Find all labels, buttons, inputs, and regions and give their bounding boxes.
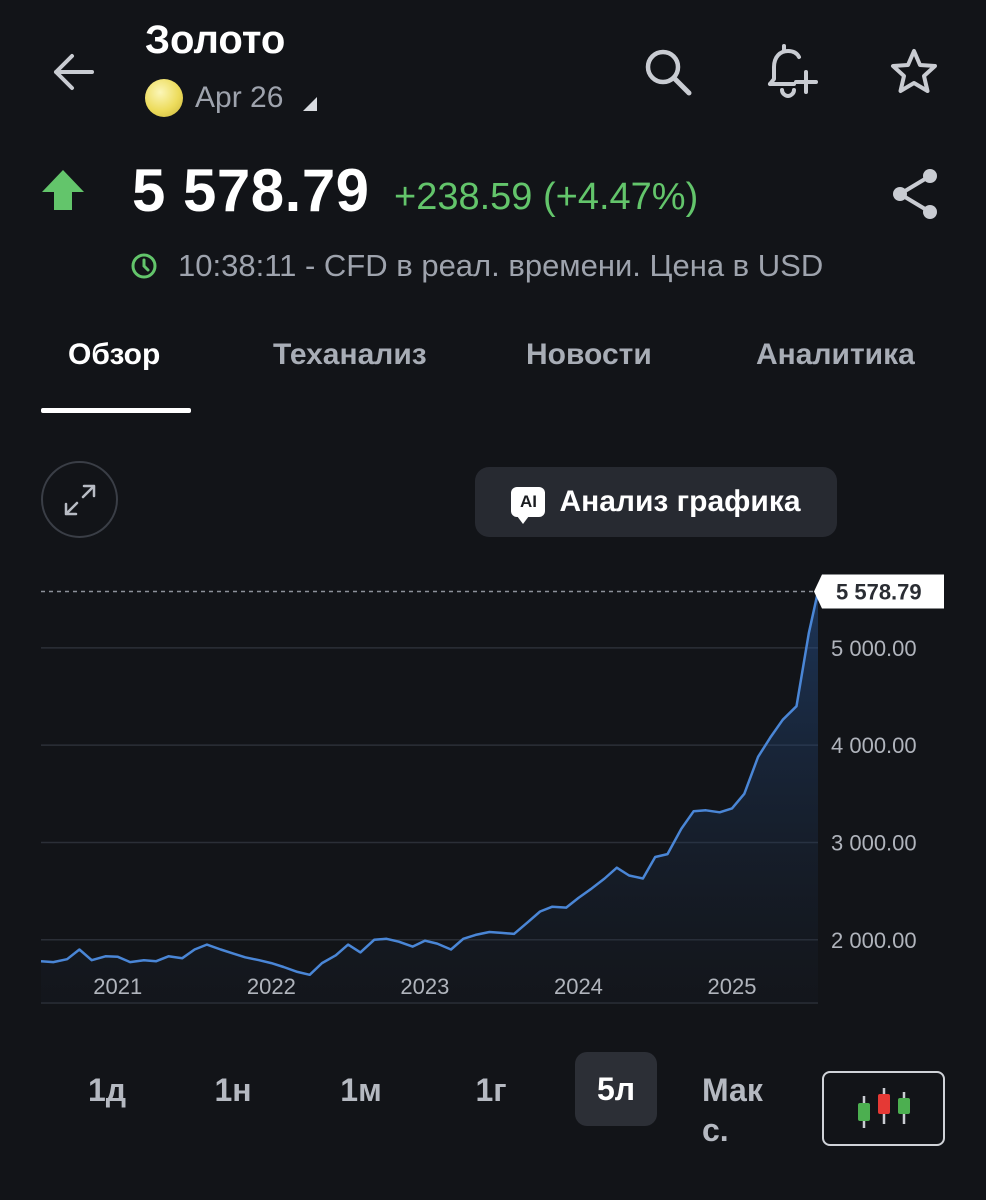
active-tab-indicator: [41, 408, 191, 413]
search-icon: [645, 49, 692, 96]
quote-time-row: 10:38:11 - CFD в реал. времени. Цена в U…: [130, 244, 823, 288]
y-tick-label: 4 000.00: [831, 733, 917, 758]
y-tick-label: 3 000.00: [831, 830, 917, 855]
back-button[interactable]: [38, 42, 108, 102]
bell-plus-icon: [768, 44, 818, 99]
ai-chart-analysis-label: Анализ графика: [559, 485, 801, 518]
share-icon: [893, 169, 937, 219]
range-1w-button[interactable]: 1н: [214, 1071, 252, 1108]
contract-selector[interactable]: Apr 26: [145, 76, 318, 120]
arrow-left-icon: [54, 54, 94, 90]
last-price: 5 578.79: [132, 157, 370, 224]
y-tick-label: 5 000.00: [831, 636, 917, 661]
range-1y-button[interactable]: 1г: [475, 1071, 507, 1108]
tab-analytics[interactable]: Аналитика: [756, 338, 915, 371]
range-max-button[interactable]: Мак с.: [702, 1072, 763, 1148]
x-tick-label: 2024: [554, 974, 603, 999]
favorite-button[interactable]: [882, 40, 946, 104]
quote-time-text: 10:38:11 - CFD в реал. времени. Цена в U…: [178, 248, 824, 283]
last-price-badge: 5 578.79: [814, 574, 944, 609]
star-icon: [891, 49, 937, 93]
x-tick-label: 2025: [708, 974, 757, 999]
gold-coin-icon: [145, 79, 183, 117]
add-alert-button[interactable]: [758, 40, 822, 104]
price-area: [41, 591, 818, 1003]
ai-chart-analysis-button[interactable]: AI Анализ графика: [475, 467, 837, 537]
price-line: [40, 591, 820, 977]
dropdown-triangle-icon: [303, 97, 318, 111]
x-tick-label: 2022: [247, 974, 296, 999]
last-price-badge-label: 5 578.79: [836, 580, 922, 605]
tab-news[interactable]: Новости: [526, 338, 652, 371]
expand-icon: [64, 484, 95, 515]
tab-overview[interactable]: Обзор: [68, 338, 161, 371]
expand-chart-button[interactable]: [41, 461, 118, 538]
range-1m-button[interactable]: 1м: [340, 1071, 382, 1108]
instrument-title: Золото: [145, 18, 286, 62]
share-button[interactable]: [882, 160, 950, 228]
candlestick-icon: [857, 1087, 910, 1128]
price-up-arrow-icon: [40, 168, 86, 217]
price-change: +238.59 (+4.47%): [394, 176, 699, 218]
ai-icon: AI: [511, 487, 546, 524]
price-chart[interactable]: 2 000.00 3 000.00 4 000.00 5 000.00 2021 202…: [0, 560, 986, 1010]
contract-label: Apr 26: [195, 81, 284, 114]
clock-icon: [131, 253, 157, 279]
y-tick-label: 2 000.00: [831, 928, 917, 953]
x-tick-label: 2023: [400, 974, 449, 999]
chart-type-button[interactable]: [822, 1071, 945, 1146]
range-5y-button[interactable]: 5л: [575, 1052, 657, 1126]
search-button[interactable]: [636, 40, 700, 104]
x-tick-label: 2021: [93, 974, 142, 999]
tab-technical[interactable]: Теханализ: [273, 338, 427, 371]
range-1d-button[interactable]: 1д: [87, 1071, 127, 1108]
